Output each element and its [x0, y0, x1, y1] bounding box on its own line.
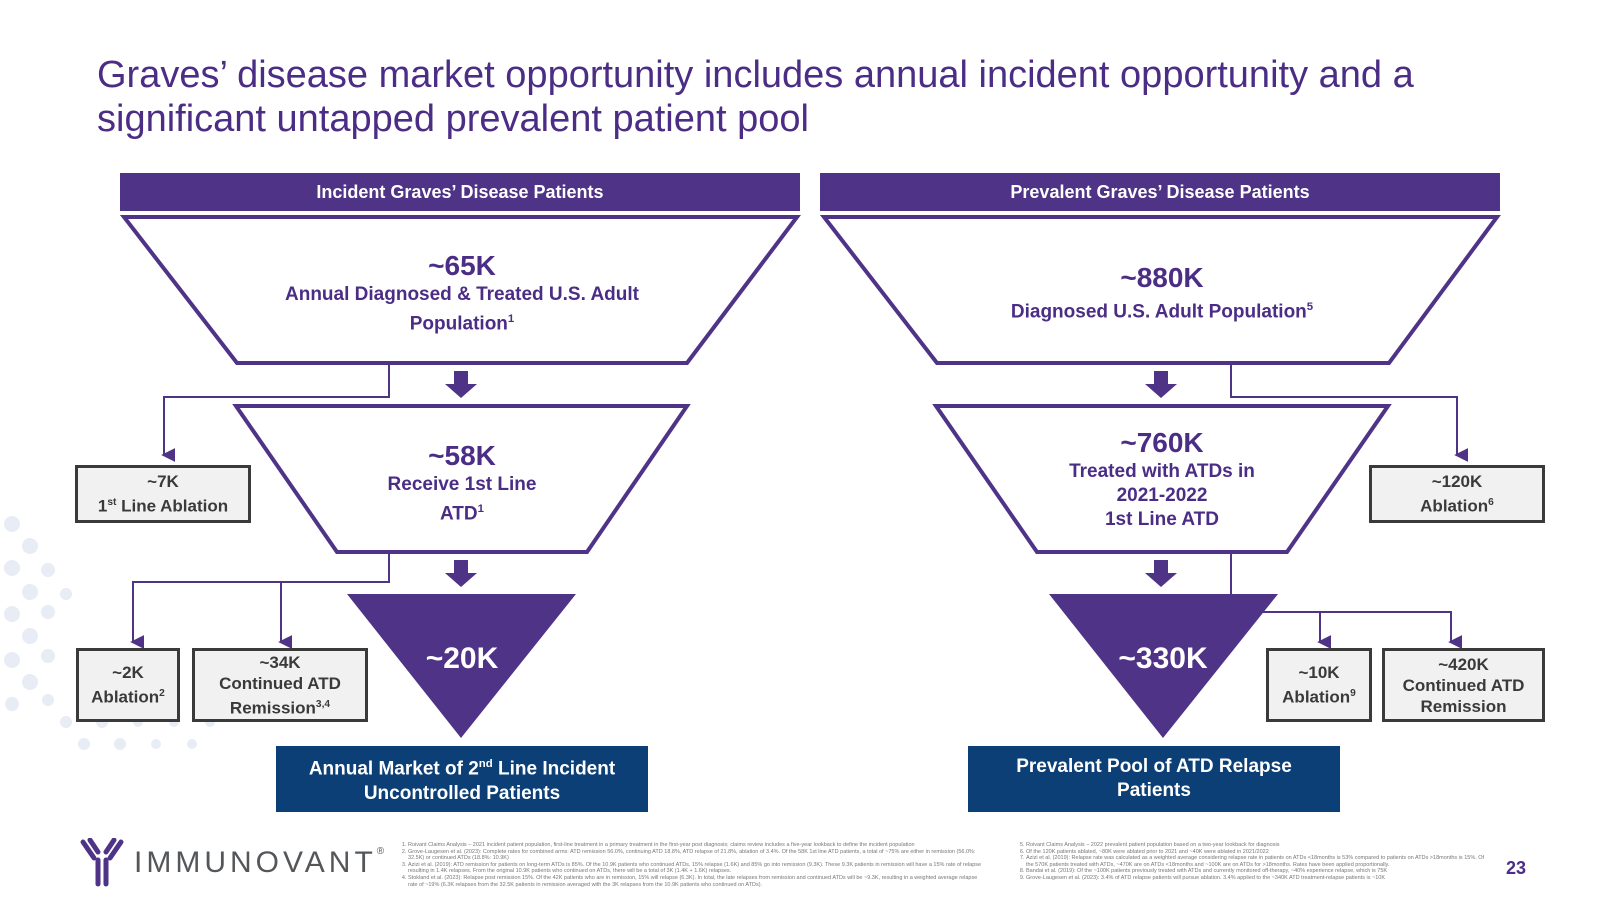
prevalent-treated-value: ~760K: [1120, 427, 1204, 458]
box-label: Ablation9: [1282, 687, 1356, 707]
box-label-line2: Remission3,4: [229, 698, 331, 718]
footnote: Of the 120K patients ablated, ~80K were …: [1026, 849, 1486, 856]
incident-market-line1: Annual Market of 2nd Line Incident: [308, 758, 616, 780]
incident-remission-box: ~34K Continued ATD Remission3,4: [192, 648, 368, 722]
box-label: Ablation6: [1420, 496, 1494, 516]
box-value: ~2K: [112, 663, 144, 683]
incident-ablation-box: ~2K Ablation2: [76, 648, 180, 722]
arrow-down-icon: [445, 560, 477, 587]
arrow-down-icon: [445, 371, 477, 398]
connector-line: [161, 363, 390, 462]
footnote: Grove-Laugesen et al. (2023): 3.4% of AT…: [1026, 875, 1486, 882]
prevalent-relapse-ablation-box: ~10K Ablation9: [1266, 648, 1372, 722]
footnote: Roivant Claims Analysis – 2022 prevalent…: [1026, 842, 1486, 849]
box-value: ~420K: [1438, 654, 1489, 674]
antibody-logo-icon: [80, 838, 124, 887]
prevalent-pool-box: Prevalent Pool of ATD Relapse Patients: [968, 746, 1340, 812]
box-label: 1st Line Ablation: [97, 496, 229, 516]
connector-line: [1230, 363, 1469, 462]
connector-line: [1230, 552, 1463, 649]
slide-title: Graves’ disease market opportunity inclu…: [97, 54, 1414, 140]
prevalent-funnel-top-text: ~880K Diagnosed U.S. Adult Population5: [937, 261, 1387, 324]
footnotes-right: Roivant Claims Analysis – 2022 prevalent…: [996, 842, 1486, 882]
footnote: Stokland et al. (2023): Relapse post rem…: [408, 875, 988, 888]
incident-triangle-value: ~20K: [425, 642, 499, 675]
logo-wordmark: IMMUNOVANT®: [134, 846, 385, 879]
prevalent-funnel-top: [819, 215, 1501, 365]
prevalent-triangle-value: ~330K: [1118, 642, 1208, 675]
incident-header: Incident Graves’ Disease Patients: [120, 173, 800, 211]
immunovant-logo: IMMUNOVANT®: [78, 838, 384, 888]
incident-first-line-label: Receive 1st Line ATD1: [387, 474, 537, 525]
box-label-line1: Continued ATD: [219, 673, 341, 693]
prevalent-ablation-box: ~120K Ablation6: [1369, 465, 1545, 523]
footnote: Bandai et al. (2019): Of the ~100K patie…: [1026, 868, 1486, 875]
prevalent-pool-line1: Prevalent Pool of ATD Relapse: [1016, 756, 1292, 777]
box-value: ~34K: [259, 652, 301, 672]
box-label: Ablation2: [91, 687, 165, 707]
prevalent-header: Prevalent Graves’ Disease Patients: [820, 173, 1500, 211]
box-value: ~7K: [147, 472, 179, 492]
footnote: Grove-Laugesen et al. (2023): Complete r…: [408, 849, 988, 862]
prevalent-triangle: [1049, 594, 1278, 738]
footnote: Azizi et al. (2019): Relapse rate was ca…: [1026, 855, 1486, 868]
arrow-down-icon: [1145, 371, 1177, 398]
incident-funnel-top-text: ~65K Annual Diagnosed & Treated U.S. Adu…: [237, 249, 687, 336]
box-label-line2: Remission: [1420, 696, 1507, 716]
incident-market-box: Annual Market of 2nd Line Incident Uncon…: [276, 746, 648, 812]
prevalent-remission-box: ~420K Continued ATD Remission: [1382, 648, 1545, 722]
page-number: 23: [1505, 858, 1526, 878]
box-value: ~10K: [1298, 663, 1340, 683]
connector-line: [130, 552, 390, 649]
footnotes-left: Roivant Claims Analysis – 2021 incident …: [378, 842, 988, 888]
incident-first-line-value: ~58K: [428, 440, 496, 471]
prevalent-funnel-middle-text: ~760K Treated with ATDs in 2021-2022 1st…: [1012, 426, 1312, 532]
incident-triangle: [347, 594, 576, 738]
incident-market-line2: Uncontrolled Patients: [363, 782, 561, 804]
prevalent-treated-line2: 2021-2022: [1116, 485, 1208, 506]
footnote: Roivant Claims Analysis – 2021 incident …: [408, 842, 988, 849]
incident-funnel-middle-text: ~58K Receive 1st Line ATD1: [312, 439, 612, 526]
prevalent-total-value: ~880K: [1120, 262, 1204, 293]
incident-total-value: ~65K: [428, 250, 496, 281]
prevalent-funnel-middle: [932, 404, 1392, 554]
incident-funnel-middle: [232, 404, 691, 554]
prevalent-treated-line1: Treated with ATDs in: [1069, 461, 1255, 482]
box-value: ~120K: [1431, 472, 1483, 492]
prevalent-total-label: Diagnosed U.S. Adult Population5: [1010, 301, 1314, 323]
arrow-down-icon: [1145, 560, 1177, 587]
incident-total-label: Annual Diagnosed & Treated U.S. Adult Po…: [285, 284, 639, 335]
prevalent-pool-line2: Patients: [1117, 780, 1191, 801]
prevalent-treated-line3: 1st Line ATD: [1104, 509, 1219, 530]
footnote: Azizi et al. (2019): ATD remission for p…: [408, 862, 988, 875]
incident-first-line-ablation-box: ~7K 1st Line Ablation: [75, 465, 251, 523]
box-label-line1: Continued ATD: [1402, 675, 1525, 695]
incident-funnel-top: [119, 215, 802, 365]
